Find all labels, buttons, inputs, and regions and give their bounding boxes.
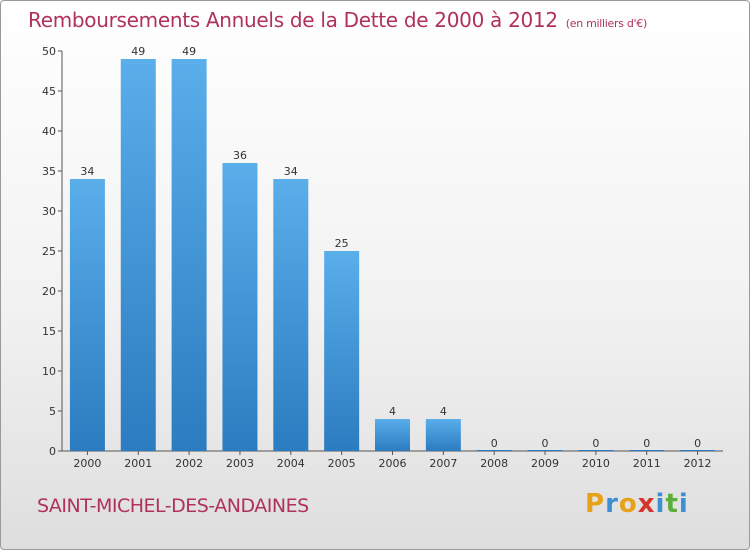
proxiti-logo: Proxiti xyxy=(585,489,689,519)
bar xyxy=(171,59,207,451)
x-tick-label: 2008 xyxy=(480,457,508,470)
x-tick-label: 2010 xyxy=(582,457,610,470)
y-tick-label: 10 xyxy=(42,365,56,378)
chart-subtitle: (en milliers d'€) xyxy=(565,17,647,30)
x-tick-label: 2002 xyxy=(175,457,203,470)
bar-value-label: 4 xyxy=(389,405,396,418)
x-tick-label: 2000 xyxy=(73,457,101,470)
bar xyxy=(629,450,665,451)
y-tick-label: 0 xyxy=(49,445,56,458)
x-tick-label: 2009 xyxy=(531,457,559,470)
y-tick-label: 15 xyxy=(42,325,56,338)
y-tick-label: 30 xyxy=(42,205,56,218)
bar-value-label: 25 xyxy=(335,237,349,250)
logo-letter: x xyxy=(637,489,656,519)
bar xyxy=(578,450,614,451)
y-tick-label: 40 xyxy=(42,125,56,138)
logo-letter: r xyxy=(605,489,619,519)
bar xyxy=(680,450,716,451)
x-tick-label: 2006 xyxy=(379,457,407,470)
bar-value-label: 34 xyxy=(284,165,298,178)
bar-value-label: 34 xyxy=(80,165,94,178)
bar xyxy=(273,179,309,451)
bar xyxy=(527,450,563,451)
logo-letter: i xyxy=(655,489,666,519)
x-tick-label: 2003 xyxy=(226,457,254,470)
bar xyxy=(222,163,258,451)
commune-name: SAINT-MICHEL-DES-ANDAINES xyxy=(37,495,309,517)
y-tick-label: 50 xyxy=(42,45,56,58)
logo-letter: i xyxy=(678,489,689,519)
bar xyxy=(69,179,105,451)
bar-value-label: 49 xyxy=(182,45,196,58)
bar xyxy=(476,450,512,451)
logo-letter: P xyxy=(585,489,606,519)
logo-letter: o xyxy=(618,489,638,519)
x-tick-label: 2001 xyxy=(124,457,152,470)
bar-value-label: 0 xyxy=(542,437,549,450)
y-tick-label: 25 xyxy=(42,245,56,258)
y-tick-label: 5 xyxy=(49,405,56,418)
bar xyxy=(425,419,461,451)
bar-value-label: 4 xyxy=(440,405,447,418)
x-tick-label: 2004 xyxy=(277,457,305,470)
bar xyxy=(375,419,410,451)
logo-letter: t xyxy=(665,489,679,519)
y-tick-label: 20 xyxy=(42,285,56,298)
bar xyxy=(120,59,156,451)
bar xyxy=(324,251,360,451)
bar-value-label: 0 xyxy=(592,437,599,450)
x-tick-label: 2011 xyxy=(633,457,661,470)
bar-value-label: 36 xyxy=(233,149,247,162)
y-tick-label: 45 xyxy=(42,85,56,98)
bar-value-label: 49 xyxy=(131,45,145,58)
y-tick-label: 35 xyxy=(42,165,56,178)
x-tick-label: 2012 xyxy=(684,457,712,470)
x-tick-label: 2005 xyxy=(328,457,356,470)
bar-value-label: 0 xyxy=(491,437,498,450)
x-tick-label: 2007 xyxy=(429,457,457,470)
bar-value-label: 0 xyxy=(694,437,701,450)
chart-title: Remboursements Annuels de la Dette de 20… xyxy=(28,8,647,32)
bar-value-label: 0 xyxy=(643,437,650,450)
